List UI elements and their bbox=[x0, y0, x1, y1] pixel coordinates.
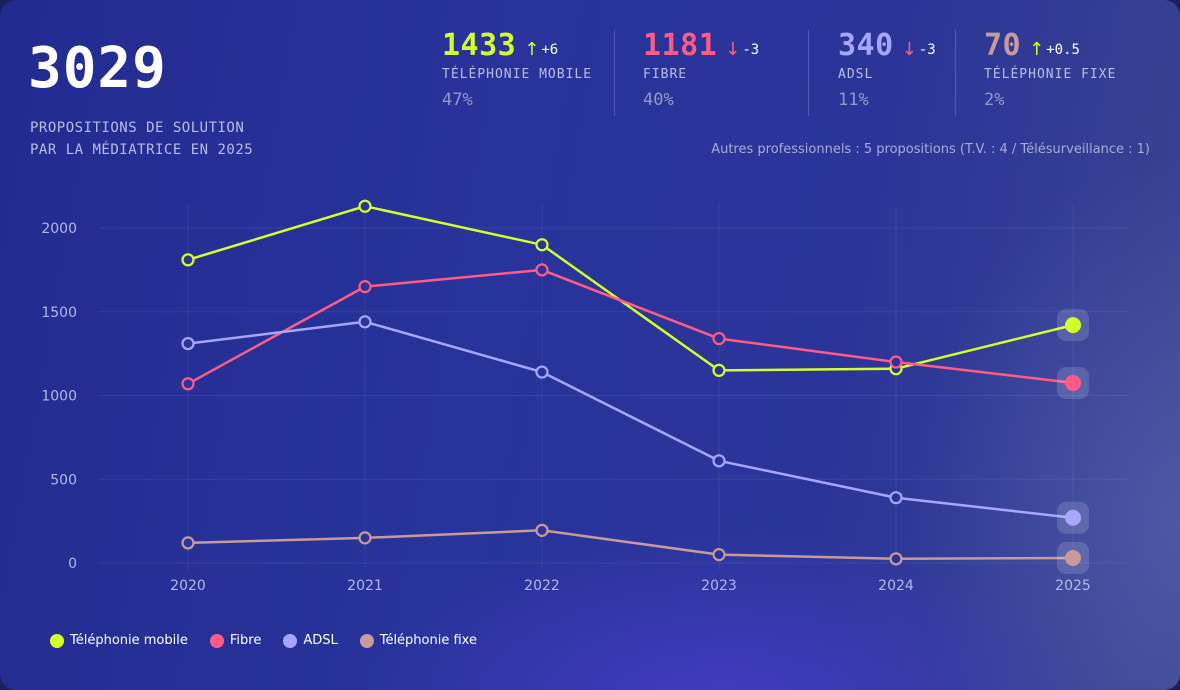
x-tick-label: 2020 bbox=[170, 578, 206, 594]
data-point bbox=[358, 280, 372, 294]
data-point bbox=[1065, 509, 1081, 526]
kpi-percentage: 11% bbox=[838, 90, 869, 110]
kpi-fibre: 1181 ↓ -3 FIBRE 40% bbox=[643, 28, 759, 110]
data-point bbox=[889, 355, 903, 369]
data-point bbox=[1065, 374, 1081, 391]
legend-item-fixe[interactable]: Téléphonie fixe bbox=[359, 633, 477, 648]
kpi-label: TÉLÉPHONIE FIXE bbox=[984, 67, 1117, 82]
legend-dot bbox=[283, 633, 298, 648]
data-point bbox=[889, 552, 903, 566]
kpi-delta-value: -3 bbox=[918, 41, 936, 58]
legend-label: ADSL bbox=[303, 633, 338, 648]
kpi-value: 340 bbox=[838, 28, 894, 63]
data-point bbox=[1065, 549, 1081, 566]
legend-label: Téléphonie mobile bbox=[70, 633, 188, 648]
arrow-up-icon: ↑ bbox=[1029, 39, 1045, 60]
y-tick-label: 500 bbox=[50, 472, 77, 488]
data-point bbox=[181, 253, 195, 267]
arrow-down-icon: ↓ bbox=[901, 39, 917, 60]
data-point bbox=[712, 363, 726, 377]
x-tick-label: 2022 bbox=[524, 578, 560, 594]
y-tick-label: 2000 bbox=[41, 221, 77, 237]
kpi-adsl: 340 ↓ -3 ADSL 11% bbox=[838, 28, 936, 110]
series-line-1 bbox=[186, 268, 1075, 386]
kpi-divider bbox=[808, 30, 809, 116]
x-tick-label: 2023 bbox=[701, 578, 737, 594]
data-point bbox=[181, 536, 195, 550]
legend-item-mobile[interactable]: Téléphonie mobile bbox=[50, 633, 188, 648]
kpi-delta: ↑ +6 bbox=[524, 39, 558, 60]
arrow-up-icon: ↑ bbox=[524, 39, 540, 60]
data-point bbox=[712, 548, 726, 562]
data-point bbox=[712, 331, 726, 346]
kpi-divider bbox=[955, 30, 956, 116]
arrow-down-icon: ↓ bbox=[725, 39, 741, 60]
legend-dot bbox=[50, 633, 64, 648]
series-line-0 bbox=[186, 204, 1075, 372]
x-tick-label: 2024 bbox=[878, 578, 914, 594]
data-point bbox=[358, 531, 372, 545]
series-line-3 bbox=[186, 529, 1075, 561]
kpi-value: 1433 bbox=[442, 28, 517, 63]
x-tick-label: 2021 bbox=[347, 578, 383, 594]
legend-dot bbox=[359, 633, 374, 648]
series-line-2 bbox=[186, 320, 1075, 520]
other-professionals-note: Autres professionnels : 5 propositions (… bbox=[711, 142, 1150, 157]
kpi-label: ADSL bbox=[838, 67, 874, 82]
data-point bbox=[535, 263, 549, 277]
y-tick-label: 0 bbox=[68, 556, 77, 572]
y-tick-label: 1500 bbox=[41, 305, 77, 321]
kpi-label: TÉLÉPHONIE MOBILE bbox=[442, 67, 593, 82]
kpi-value: 70 bbox=[984, 28, 1022, 63]
kpi-divider bbox=[614, 30, 615, 116]
data-point bbox=[358, 199, 372, 213]
data-point bbox=[535, 365, 549, 379]
total-caption: PROPOSITIONS DE SOLUTION PAR LA MÉDIATRI… bbox=[30, 120, 254, 158]
data-point bbox=[535, 523, 549, 537]
x-tick-label: 2025 bbox=[1055, 578, 1091, 594]
data-point bbox=[889, 491, 903, 505]
kpi-value: 1181 bbox=[643, 28, 718, 63]
legend-item-fibre[interactable]: Fibre bbox=[209, 633, 262, 648]
data-point bbox=[181, 336, 195, 351]
data-point bbox=[181, 377, 195, 391]
kpi-percentage: 47% bbox=[442, 90, 473, 110]
total-propositions: 3029 bbox=[28, 36, 167, 101]
data-point bbox=[358, 315, 372, 329]
legend-dot bbox=[209, 633, 224, 648]
kpi-delta: ↑ +0.5 bbox=[1029, 39, 1080, 60]
data-point bbox=[535, 238, 549, 252]
kpi-mobile: 1433 ↑ +6 TÉLÉPHONIE MOBILE 47% bbox=[442, 28, 592, 110]
kpi-delta-value: +6 bbox=[541, 41, 559, 58]
kpi-fixe: 70 ↑ +0.5 TÉLÉPHONIE FIXE 2% bbox=[984, 28, 1116, 110]
kpi-delta: ↓ -3 bbox=[902, 39, 936, 60]
data-point bbox=[1065, 317, 1081, 334]
kpi-delta-value: +0.5 bbox=[1046, 41, 1080, 58]
kpi-percentage: 2% bbox=[984, 90, 1005, 110]
data-point bbox=[712, 454, 726, 468]
kpi-delta: ↓ -3 bbox=[725, 39, 759, 60]
legend-label: Téléphonie fixe bbox=[379, 633, 477, 648]
legend-item-adsl[interactable]: ADSL bbox=[283, 633, 338, 648]
kpi-label: FIBRE bbox=[643, 67, 688, 82]
chart-legend: Téléphonie mobile Fibre ADSL Téléphonie … bbox=[50, 633, 499, 648]
legend-label: Fibre bbox=[229, 633, 262, 648]
kpi-delta-value: -3 bbox=[742, 41, 760, 58]
y-tick-label: 1000 bbox=[41, 389, 77, 405]
kpi-percentage: 40% bbox=[643, 90, 674, 110]
